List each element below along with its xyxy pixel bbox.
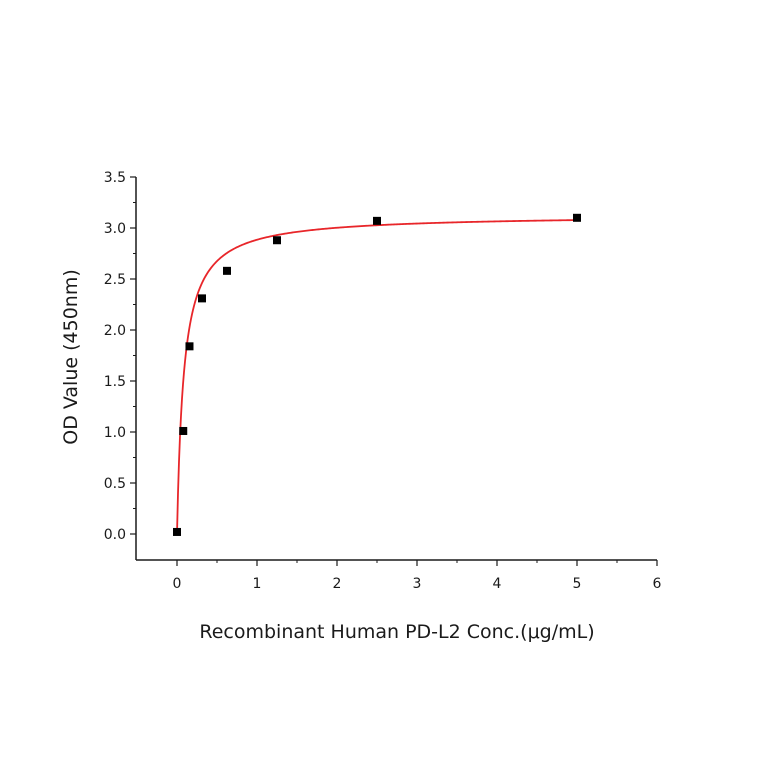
data-point-marker <box>198 294 206 303</box>
x-tick-label: 1 <box>253 576 262 592</box>
y-tick-label: 1.0 <box>104 425 126 441</box>
data-point-marker <box>373 216 381 225</box>
y-tick-label: 3.5 <box>104 170 126 186</box>
y-tick-label: 2.5 <box>104 272 126 288</box>
y-axis-title: OD Value (450nm) <box>60 269 82 444</box>
x-axis: 0 1 2 3 4 5 6 <box>136 559 662 592</box>
data-point-marker <box>185 342 194 351</box>
y-tick-label: 1.5 <box>104 374 126 390</box>
fitted-curve <box>176 219 578 535</box>
data-point-marker <box>179 426 188 435</box>
fitted-curve-path <box>176 219 578 535</box>
data-point-marker <box>573 213 581 222</box>
y-tick-label: 3.0 <box>104 221 126 237</box>
x-tick-label: 6 <box>653 576 662 592</box>
data-point-marker <box>273 236 281 245</box>
data-point-marker <box>173 527 181 536</box>
y-tick-label: 2.0 <box>104 323 126 339</box>
x-tick-label: 3 <box>413 576 422 592</box>
x-tick-label: 5 <box>573 576 582 592</box>
x-tick-label: 0 <box>173 576 182 592</box>
y-tick-label: 0.0 <box>104 527 126 543</box>
x-tick-label: 4 <box>493 576 502 592</box>
x-axis-title: Recombinant Human PD-L2 Conc.(μg/mL) <box>199 621 594 643</box>
data-point-marker <box>223 266 231 275</box>
x-tick-label: 2 <box>333 576 342 592</box>
y-axis: 0.0 0.5 1.0 1.5 2.0 2.5 3.0 3.5 <box>104 170 137 560</box>
y-tick-label: 0.5 <box>104 476 126 492</box>
data-points <box>173 213 581 536</box>
